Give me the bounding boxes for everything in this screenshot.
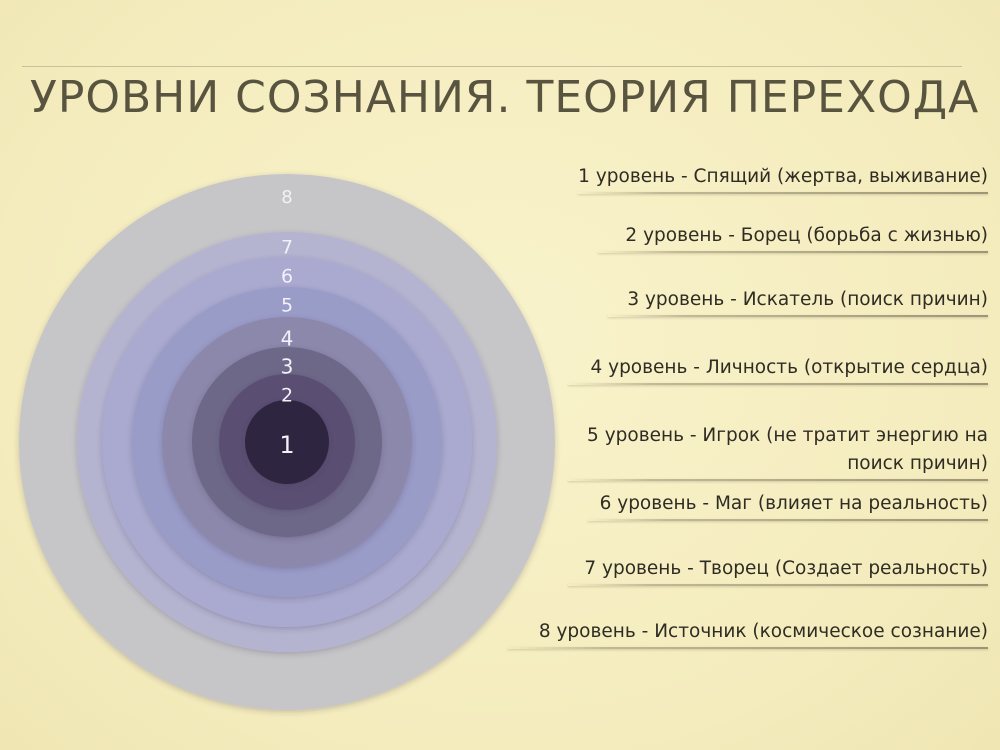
level-item-4: 4 уровень - Личность (открытие сердца) (568, 354, 988, 385)
level-underline (508, 647, 988, 649)
level-label-7: 7 уровень - Творец (Создает реальность) (584, 558, 988, 579)
ring-level-1 (245, 400, 329, 484)
level-label-1: 1 уровень - Спящий (жертва, выживание) (578, 166, 988, 187)
page-title: УРОВНИ СОЗНАНИЯ. ТЕОРИЯ ПЕРЕХОДА (30, 72, 980, 123)
level-label-5: 5 уровень - Игрок (не тратит энергию на … (587, 425, 988, 474)
level-label-3: 3 уровень - Искатель (поиск причин) (627, 289, 988, 310)
ring-number-labels: 8 7 6 5 4 3 2 1 (279, 187, 294, 459)
level-label-2: 2 уровень - Борец (борьба с жизнью) (625, 225, 988, 246)
level-item-8: 8 уровень - Источник (космическое сознан… (508, 618, 988, 649)
level-item-6: 6 уровень - Маг (влияет на реальность) (588, 490, 988, 521)
level-item-5: 5 уровень - Игрок (не тратит энергию на … (568, 422, 988, 481)
level-label-6: 6 уровень - Маг (влияет на реальность) (599, 493, 988, 514)
level-underline (568, 584, 988, 586)
level-underline (598, 251, 988, 253)
level-underline (568, 383, 988, 385)
ring-number-6: 6 (281, 266, 293, 288)
ring-number-3: 3 (281, 355, 294, 379)
rings-group (19, 174, 555, 710)
level-label-4: 4 уровень - Личность (открытие сердца) (590, 357, 988, 378)
ring-number-5: 5 (281, 295, 293, 317)
level-item-2: 2 уровень - Борец (борьба с жизнью) (598, 222, 988, 253)
level-underline (578, 192, 988, 194)
level-underline (608, 315, 988, 317)
title-divider (22, 66, 962, 67)
level-label-8: 8 уровень - Источник (космическое сознан… (538, 621, 988, 642)
ring-number-7: 7 (281, 237, 293, 259)
level-underline (588, 519, 988, 521)
ring-number-8: 8 (281, 187, 292, 208)
level-item-3: 3 уровень - Искатель (поиск причин) (608, 286, 988, 317)
level-item-1: 1 уровень - Спящий (жертва, выживание) (578, 163, 988, 194)
level-item-7: 7 уровень - Творец (Создает реальность) (568, 555, 988, 586)
levels-list: 1 уровень - Спящий (жертва, выживание) 2… (500, 0, 1000, 750)
level-underline (568, 479, 988, 481)
ring-number-4: 4 (281, 327, 294, 351)
ring-number-2: 2 (281, 385, 293, 407)
ring-number-1: 1 (279, 431, 294, 459)
